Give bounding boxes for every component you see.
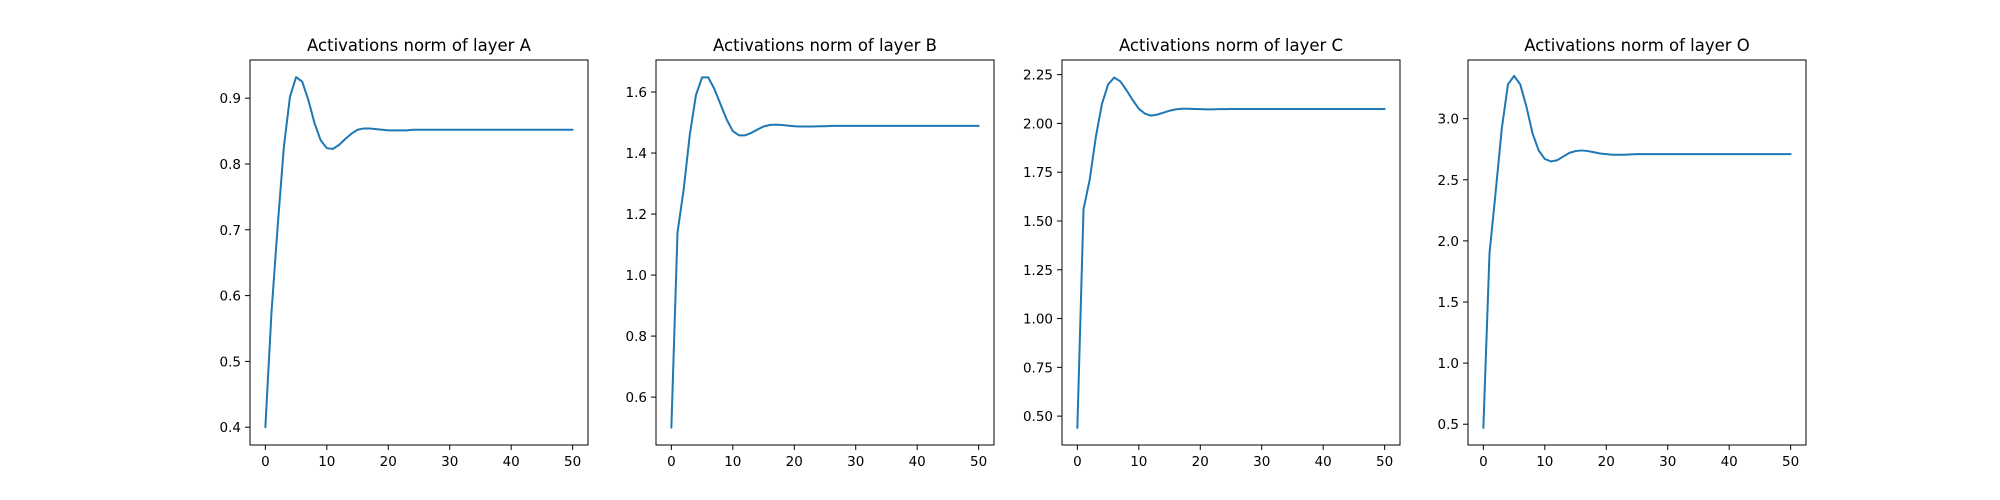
y-tick-label: 0.50 xyxy=(1023,409,1053,425)
y-tick-label: 0.5 xyxy=(220,354,241,370)
y-tick-label: 1.6 xyxy=(626,85,647,101)
x-tick-label: 10 xyxy=(1130,454,1147,470)
y-tick-label: 0.75 xyxy=(1023,360,1053,376)
y-tick-label: 0.9 xyxy=(220,91,241,107)
y-tick-label: 1.0 xyxy=(1438,356,1459,372)
x-tick-label: 40 xyxy=(503,454,520,470)
chart-panel: 0 10 20 30 40 50 0.5 1.0 1.5 2.0 2.5 3.0 Activations… xyxy=(1438,36,1807,470)
axes-frame xyxy=(655,59,995,446)
chart-panels: 0 10 20 30 40 50 0.4 0.5 0.6 0.7 0.8 0.9 Activations… xyxy=(220,36,1807,470)
x-tick-label: 10 xyxy=(318,454,335,470)
x-tick-label: 30 xyxy=(847,454,864,470)
axes-frame xyxy=(1061,59,1401,446)
y-tick-label: 1.0 xyxy=(626,268,647,284)
y-tick-label: 3.0 xyxy=(1438,112,1459,128)
x-tick-label: 10 xyxy=(724,454,741,470)
y-tick-label: 0.5 xyxy=(1438,417,1459,433)
x-tick-label: 20 xyxy=(1598,454,1615,470)
x-tick-label: 30 xyxy=(1253,454,1270,470)
x-tick-label: 0 xyxy=(1073,454,1082,470)
x-tick-label: 20 xyxy=(786,454,803,470)
y-tick-label: 0.4 xyxy=(220,420,241,436)
y-tick-label: 2.0 xyxy=(1438,234,1459,250)
x-tick-label: 40 xyxy=(1315,454,1332,470)
axes-frame xyxy=(1467,59,1807,446)
chart-panel: 0 10 20 30 40 50 0.50 0.75 1.00 1.25 1.50 1.75 2.00 2… xyxy=(1023,36,1401,470)
y-tick-label: 0.8 xyxy=(220,157,241,173)
chart-title: Activations norm of layer C xyxy=(1119,36,1343,55)
y-tick-label: 0.7 xyxy=(220,223,241,239)
x-tick-label: 30 xyxy=(1659,454,1676,470)
x-tick-label: 50 xyxy=(1376,454,1393,470)
axes-frame xyxy=(249,59,589,446)
x-tick-label: 40 xyxy=(1721,454,1738,470)
y-tick-label: 0.6 xyxy=(220,289,241,305)
x-tick-label: 50 xyxy=(564,454,581,470)
y-tick-label: 0.8 xyxy=(626,329,647,345)
y-tick-label: 1.25 xyxy=(1023,263,1053,279)
x-tick-label: 0 xyxy=(1479,454,1488,470)
y-tick-label: 1.2 xyxy=(626,207,647,223)
y-tick-label: 2.25 xyxy=(1023,68,1053,84)
x-tick-label: 20 xyxy=(1192,454,1209,470)
y-tick-label: 1.00 xyxy=(1023,312,1053,328)
chart-title: Activations norm of layer B xyxy=(713,36,937,55)
x-tick-label: 40 xyxy=(909,454,926,470)
chart-title: Activations norm of layer O xyxy=(1524,36,1750,55)
series-line xyxy=(1482,74,1792,429)
x-tick-label: 30 xyxy=(441,454,458,470)
chart-panel: 0 10 20 30 40 50 0.6 0.8 1.0 1.2 1.4 1.6 Activations… xyxy=(626,36,995,470)
y-tick-label: 1.5 xyxy=(1438,295,1459,311)
x-tick-label: 10 xyxy=(1536,454,1553,470)
x-tick-label: 20 xyxy=(380,454,397,470)
x-tick-label: 0 xyxy=(667,454,676,470)
y-tick-label: 2.00 xyxy=(1023,116,1053,132)
chart-panel: 0 10 20 30 40 50 0.4 0.5 0.6 0.7 0.8 0.9 Activations… xyxy=(220,36,589,470)
series-line xyxy=(1076,76,1386,429)
y-tick-label: 2.5 xyxy=(1438,173,1459,189)
series-line xyxy=(670,76,980,429)
y-tick-label: 1.4 xyxy=(626,146,647,162)
x-tick-label: 50 xyxy=(970,454,987,470)
y-tick-label: 1.75 xyxy=(1023,165,1053,181)
x-tick-label: 50 xyxy=(1782,454,1799,470)
chart-title: Activations norm of layer A xyxy=(307,36,532,55)
series-line xyxy=(264,76,574,429)
x-tick-label: 0 xyxy=(261,454,270,470)
y-tick-label: 1.50 xyxy=(1023,214,1053,230)
y-tick-label: 0.6 xyxy=(626,390,647,406)
